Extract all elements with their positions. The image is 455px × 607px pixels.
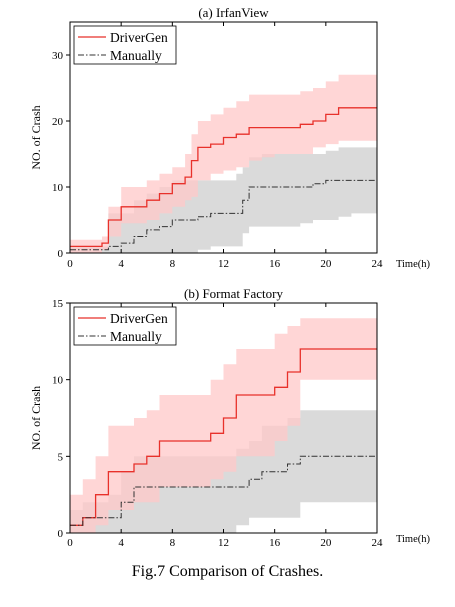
band-drivergen xyxy=(70,74,377,253)
x-tick-label: 0 xyxy=(67,537,73,549)
figure-caption: Fig.7 Comparison of Crashes. xyxy=(131,563,324,580)
legend-label-manually: Manually xyxy=(110,48,162,63)
legend-label-drivergen: DriverGen xyxy=(110,311,168,326)
x-axis-label: Time(h) xyxy=(396,534,431,545)
y-tick-label: 30 xyxy=(52,50,64,62)
chart-irfanview: 0 4 8 12 16 20 24 0 10 20 30 (a) IrfanView Time(h) NO… xyxy=(29,5,431,270)
x-tick-label: 20 xyxy=(320,537,332,549)
y-tick-label: 0 xyxy=(58,248,64,260)
series-line-drivergen xyxy=(70,348,377,526)
band-manually xyxy=(70,140,377,253)
y-tick-label: 10 xyxy=(52,375,64,387)
x-tick-label: 12 xyxy=(218,258,229,270)
legend-box xyxy=(73,25,177,65)
y-tick-label: 5 xyxy=(58,451,64,463)
x-tick-label: 8 xyxy=(170,537,176,549)
y-axis-label: NO. of Crash xyxy=(29,386,43,450)
x-tick-label: 4 xyxy=(118,258,124,270)
legend-box xyxy=(73,306,177,346)
y-tick-label: 20 xyxy=(52,116,64,128)
x-tick-label: 0 xyxy=(67,258,73,270)
x-tick-label: 16 xyxy=(269,537,281,549)
chart-title: (a) IrfanView xyxy=(198,5,269,20)
x-tick-label: 12 xyxy=(218,537,229,549)
y-tick-label: 10 xyxy=(52,182,64,194)
x-axis-label: Time(h) xyxy=(396,259,431,270)
chart-title: (b) Format Factory xyxy=(184,286,283,301)
chart-format-factory: 0 4 8 12 16 20 24 0 5 10 15 (b) Format Factory Time(… xyxy=(29,286,431,549)
x-tick-label: 24 xyxy=(372,537,384,549)
series-line-manually xyxy=(70,173,378,251)
series-line-manually xyxy=(70,455,377,526)
x-tick-label: 4 xyxy=(118,537,124,549)
series-line-drivergen xyxy=(70,107,377,248)
y-tick-label: 15 xyxy=(52,298,64,310)
legend-label-manually: Manually xyxy=(110,329,162,344)
x-tick-label: 20 xyxy=(320,258,332,270)
y-axis-label: NO. of Crash xyxy=(29,105,43,169)
y-tick-label: 0 xyxy=(58,528,64,540)
legend-label-drivergen: DriverGen xyxy=(110,30,168,45)
x-tick-label: 24 xyxy=(372,258,384,270)
x-tick-label: 16 xyxy=(269,258,281,270)
x-tick-label: 8 xyxy=(170,258,176,270)
